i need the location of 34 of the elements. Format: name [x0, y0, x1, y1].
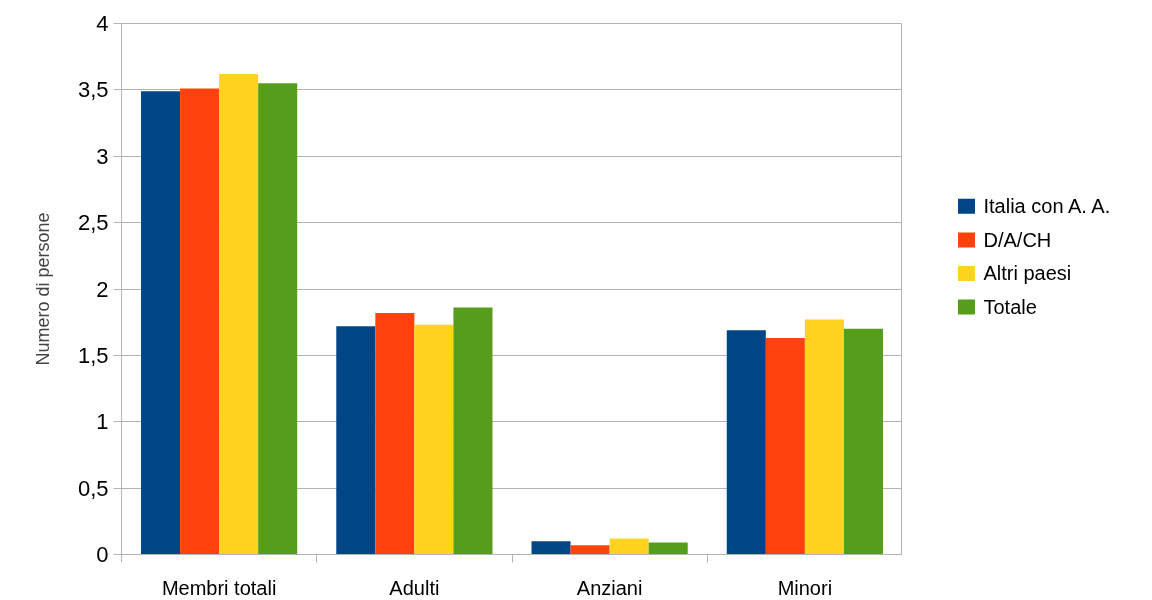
bar — [765, 338, 805, 555]
x-tick-label: Adulti — [389, 576, 440, 599]
bar — [843, 328, 883, 555]
y-tick-label: 3,5 — [77, 77, 109, 103]
y-tick-label: 0,5 — [77, 475, 109, 501]
bar — [804, 319, 844, 555]
bar — [570, 545, 610, 555]
bar — [141, 91, 181, 555]
bar — [219, 73, 259, 555]
y-tick-label: 3 — [96, 143, 109, 169]
x-tick-label: Minori — [777, 576, 833, 599]
legend-label: D/A/CH — [983, 228, 1052, 251]
legend-label: Altri paesi — [983, 262, 1072, 285]
y-axis-title: Numero di persone — [32, 212, 53, 366]
y-tick-label: 0 — [96, 542, 109, 567]
bar — [453, 307, 493, 555]
bar — [531, 541, 571, 555]
bar — [336, 326, 376, 555]
y-tick-label: 4 — [96, 11, 109, 36]
bar — [258, 83, 298, 555]
x-tick-label: Anziani — [576, 576, 643, 599]
bar — [726, 330, 766, 555]
y-tick-label: 2,5 — [77, 210, 109, 236]
bar — [180, 88, 220, 555]
bar — [609, 538, 649, 555]
y-tick-label: 1 — [96, 409, 109, 435]
legend-label: Totale — [983, 296, 1037, 319]
bar — [648, 542, 688, 555]
bar — [414, 324, 454, 555]
bar — [375, 312, 415, 555]
legend-label: Italia con A. A. — [983, 195, 1111, 218]
y-tick-label: 1,5 — [77, 342, 109, 368]
x-tick-label: Membri totali — [161, 576, 277, 599]
y-tick-label: 2 — [96, 276, 109, 302]
